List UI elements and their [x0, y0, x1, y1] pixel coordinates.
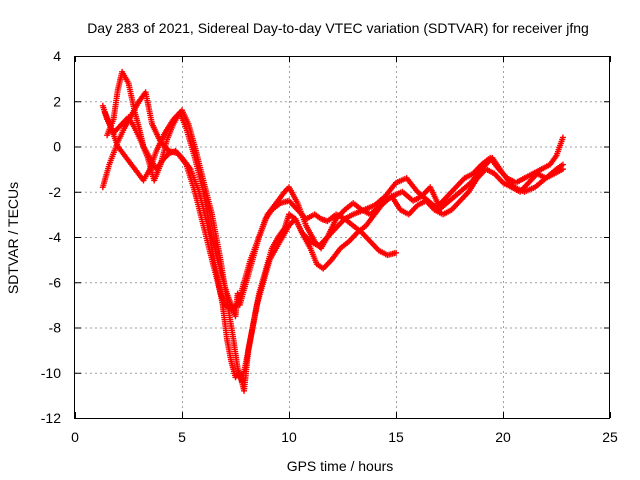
y-tick-label: -10: [41, 365, 61, 381]
x-tick-label: 0: [71, 429, 79, 445]
y-axis-label: SDTVAR / TECUs: [5, 182, 21, 294]
y-tick-label: 0: [53, 139, 61, 155]
x-tick-label: 20: [495, 429, 511, 445]
series-4: [101, 107, 566, 385]
y-tick-label: -12: [41, 410, 61, 426]
x-tick-label: 10: [281, 429, 297, 445]
y-tick-label: 2: [53, 93, 61, 109]
grid-layer: [75, 56, 610, 418]
data-point: [559, 134, 566, 141]
data-points: [99, 68, 566, 394]
y-tick-label: -8: [49, 320, 62, 336]
y-tick-label: 4: [53, 48, 61, 64]
series-1: [99, 102, 399, 320]
y-tick-label: -6: [49, 274, 62, 290]
x-tick-label: 25: [602, 429, 618, 445]
x-tick-label: 15: [388, 429, 404, 445]
y-tick-label: -4: [49, 229, 62, 245]
y-tick-label: -2: [49, 184, 62, 200]
data-point: [559, 161, 566, 168]
axis-ticks: 0 5 10 15 20 25 -12 -10 -8 -6 -4 -2 0 2 4: [41, 48, 618, 445]
chart-title: Day 283 of 2021, Sidereal Day-to-day VTE…: [87, 20, 589, 36]
data-point: [393, 249, 399, 256]
x-axis-label: GPS time / hours: [287, 458, 394, 474]
x-tick-label: 5: [178, 429, 186, 445]
